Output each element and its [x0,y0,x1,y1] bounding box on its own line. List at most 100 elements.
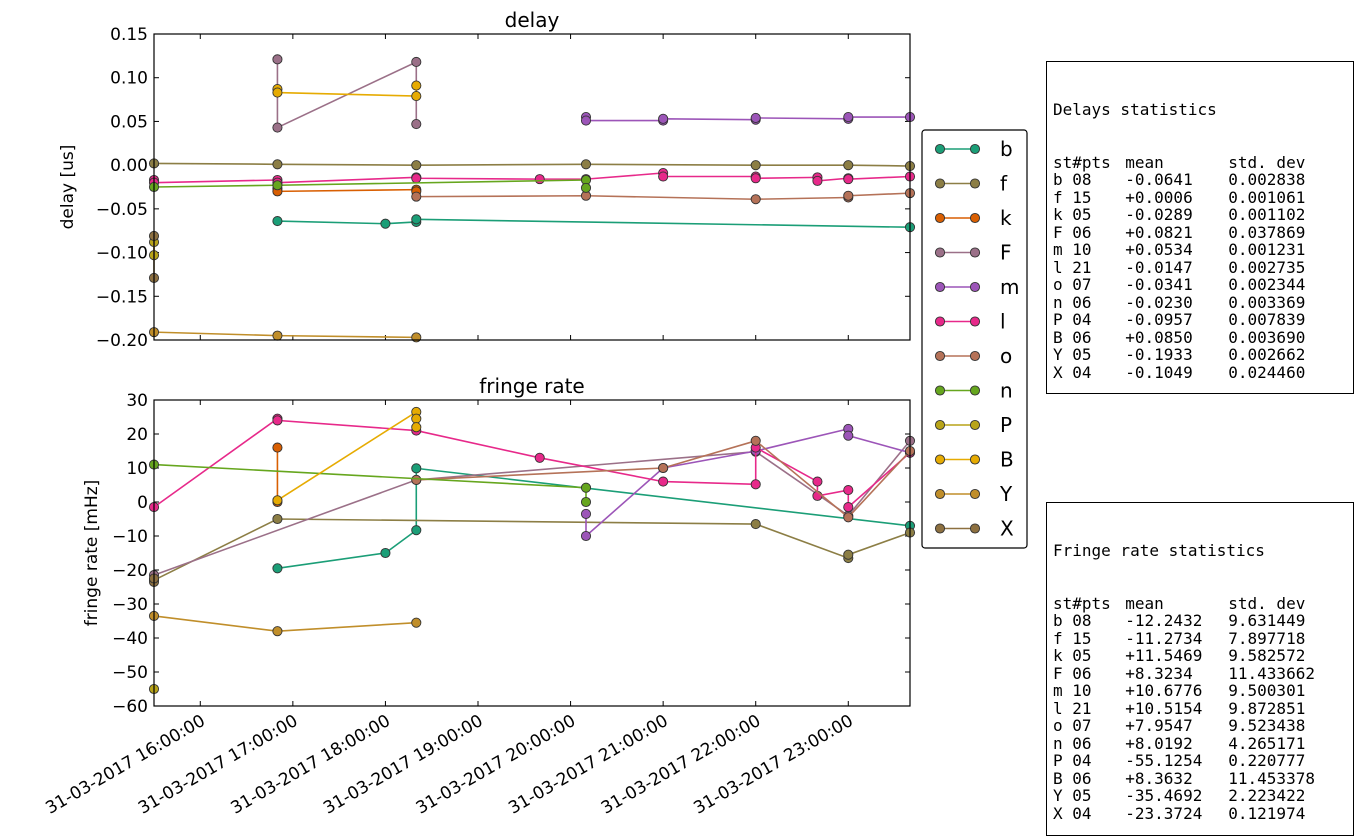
fringe-rate-point-l [658,476,669,487]
delay-stats-std-dev-cell: 0.002735 [1228,257,1306,277]
legend-marker [969,143,981,155]
fringe-rate-point-l [812,476,823,487]
rate-stats-row: m 10 +10.6776 9.500301 [1053,682,1315,700]
xtick-label: 31-03-2017 21:00:00 [505,711,671,819]
fringe-rate-point-f [272,513,283,525]
fringe-rate-statistics-title: Fringe rate statistics [1053,541,1265,560]
rate-stats-mean-cell: +10.6776 [1125,681,1203,700]
delay-ytick-label: 0.00 [110,156,148,176]
delay-stats-std-dev-cell: 0.002662 [1228,345,1306,364]
legend-marker [934,523,946,534]
delay-stats-row: n 06 -0.0230 0.003369 [1053,292,1306,312]
legend-marker [969,281,981,293]
delay-point-f [411,160,422,171]
fringe-rate-ylabel: fringe rate [mHz] [82,480,102,627]
xtick-label: 31-03-2017 22:00:00 [598,711,764,819]
delay-stats-mean-cell: -0.1933 [1125,345,1193,364]
rate-stats-station-cell: F [1053,663,1063,683]
legend-item-Y: Y [934,482,1013,506]
fringe-rate-point-l [534,452,545,463]
rate-stats-row: X 04 -23.3724 0.121974 [1053,803,1315,823]
fringe-rate-axes-frame [153,399,911,707]
delay-stats-mean-cell: +0.0850 [1125,327,1193,347]
delay-point-F [272,54,283,65]
legend-label: X [1000,517,1014,541]
delay-point-n [272,180,283,191]
rate-stats-row: l 21 +10.5154 9.872851 [1053,698,1315,718]
rate-stats-mean-cell: +11.5469 [1125,646,1203,665]
fringe-rate-ytick-label: −60 [112,697,148,717]
legend-label: o [1000,344,1012,368]
fringe-rate-series-group [148,406,916,695]
legend-item-l: l [934,310,1006,334]
delay-ytick-label: −0.10 [96,244,148,264]
delay-ytick-label: −0.20 [96,331,148,351]
legend-item-o: o [934,344,1012,368]
delay-stats-std-dev-cell: 0.007839 [1228,310,1306,329]
delay-stats-std-dev-cell: 0.002344 [1228,275,1306,294]
delay-point-b [411,214,422,225]
rate-stats-points-cell: 06 [1072,768,1092,788]
delay-point-f [580,159,592,170]
delay-series-line-b [277,218,911,229]
delay-stats-row: P 04 -0.0957 0.007839 [1053,311,1305,329]
legend-marker [969,488,981,500]
delay-stats-station-cell: b [1053,170,1063,189]
legend-label: Y [999,482,1013,506]
rate-stats-points-cell: 06 [1072,733,1092,753]
fringe-rate-series-line-l [153,417,911,509]
fringe-rate-panel: 30 20 10 0 −10 −20 −30 −40 −50 −60 fringe rate frin… [42,374,916,819]
delay-stats-row: F 06 +0.0821 0.037869 [1053,222,1305,242]
delay-ytick-label: −0.15 [96,287,148,307]
rate-stats-std-dev-cell: 7.897718 [1228,628,1306,648]
rate-stats-mean-cell: -23.3724 [1125,803,1203,823]
rate-stats-std-dev-cell: 0.220777 [1228,751,1306,770]
delay-axes-frame [153,33,911,341]
legend-label: b [1000,137,1013,161]
delay-stats-row: k 05 -0.0289 0.001102 [1053,206,1305,224]
rate-stats-station-cell: l [1053,698,1063,718]
rate-stats-row: f 15 -11.2734 7.897718 [1053,628,1315,648]
rate-stats-std-dev-cell: 11.453378 [1228,768,1315,788]
delay-ylabel: delay [us] [58,145,78,230]
rate-stats-row: B 06 +8.3632 11.453378 [1053,768,1315,788]
fringe-rate-ytick-label: −10 [112,527,148,547]
delay-statistics-table: st #pts mean std. dev b 08 -0.0641 0.002838… [1053,152,1306,382]
delay-stats-row: m 10 +0.0534 0.001231 [1053,241,1305,259]
delay-stats-std-dev-cell: 0.003369 [1228,292,1306,312]
fringe-rate-ytick-label: 20 [126,425,148,445]
delay-stats-mean-cell: +0.0006 [1125,187,1193,207]
delay-stats-row: l 21 -0.0147 0.002735 [1053,257,1306,277]
delay-stats-station-cell: f [1053,187,1063,207]
rate-stats-mean-cell: -11.2734 [1125,628,1203,648]
rate-stats-mean-cell: +8.3632 [1125,768,1193,788]
rate-stats-station-cell: P [1053,751,1063,770]
delay-series-line-o [416,192,911,201]
fringe-rate-point-o [843,512,854,523]
legend-item-X: X [934,517,1014,541]
delay-series-line-m [585,116,910,122]
delay-ytick-label: 0.05 [110,112,148,132]
fringe-rate-point-B [411,422,422,433]
legend-item-F: F [934,241,1012,265]
fringe-rate-series-line-F [153,440,911,576]
rate-stats-station-cell: f [1053,628,1063,648]
rate-stats-std-dev-cell: 2.223422 [1228,786,1306,805]
delay-stats-station-cell: k [1053,205,1063,224]
delay-stats-mean-cell: +0.0821 [1125,222,1193,242]
rate-stats-mean-cell: -55.1254 [1125,751,1203,770]
delay-stats-points-cell: 06 [1072,222,1092,242]
legend-label: P [1000,413,1012,437]
header-st: st [1053,152,1073,172]
delay-point-l [843,174,854,185]
legend-item-k: k [934,206,1012,230]
fringe-rate-point-b [411,463,422,474]
fringe-rate-point-b [380,547,391,559]
legend-marker [969,350,981,362]
delay-stats-points-cell: 06 [1072,292,1092,312]
fringe-rate-ytick-label: 0 [137,493,148,513]
rate-stats-row: k 05 +11.5469 9.582572 [1053,647,1315,665]
xtick-label: 31-03-2017 16:00:00 [42,711,208,819]
fringe-rate-ytick-label: −20 [112,561,148,581]
